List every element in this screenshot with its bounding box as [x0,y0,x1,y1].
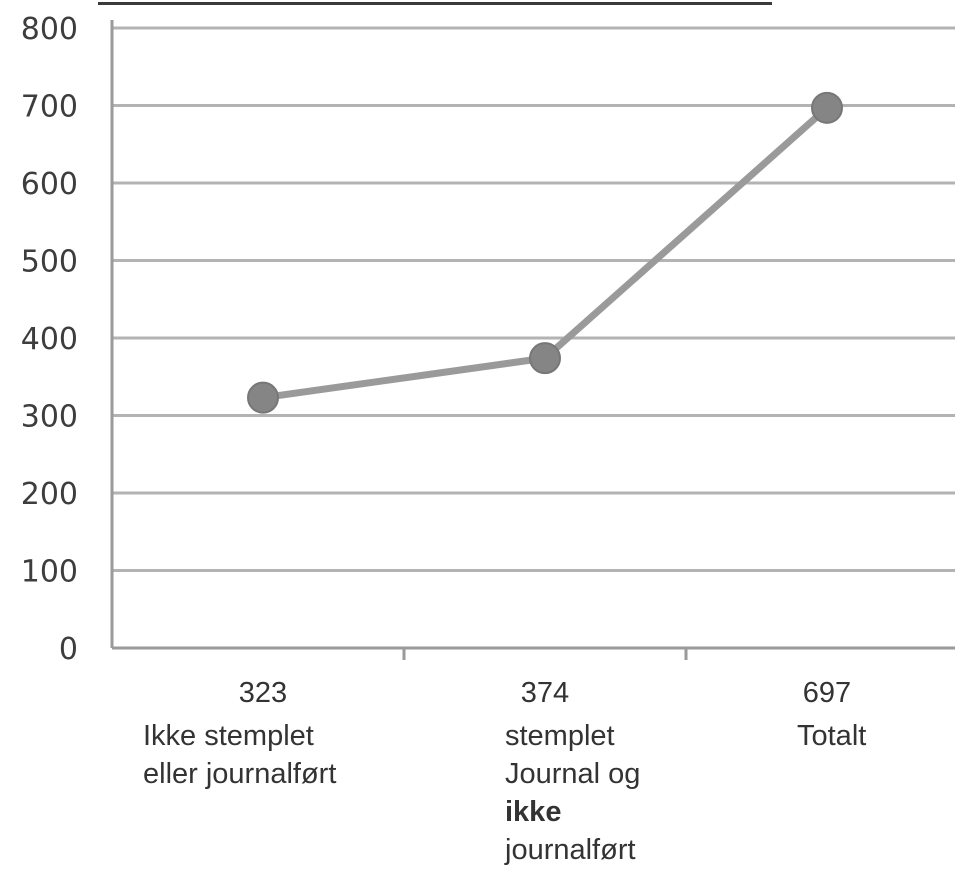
category-label-line: journalført [504,834,636,866]
category-label-line: Totalt [797,720,866,752]
category-value-label: 697 [803,677,851,709]
data-point [529,342,561,375]
category-value-label: 323 [239,677,287,709]
y-tick-label: 100 [21,555,78,590]
y-tick-label: 0 [59,632,78,667]
category-value-label: 374 [521,677,569,709]
y-tick-label: 400 [21,322,78,357]
y-tick-label: 500 [21,245,78,280]
category-label-line: Journal og [505,758,640,790]
title-underline [98,2,772,5]
y-tick-label: 200 [21,477,78,512]
category-label-line: stemplet [505,720,615,752]
category-label-line: Ikke stemplet [143,720,314,752]
y-tick-label: 600 [21,167,78,202]
category-label-line: ikke [505,796,561,828]
y-tick-label: 700 [21,90,78,125]
y-tick-label: 800 [21,12,78,47]
category-label-line: eller journalført [143,758,336,790]
data-point [247,381,279,414]
data-point [811,91,843,124]
y-tick-label: 300 [21,400,78,435]
